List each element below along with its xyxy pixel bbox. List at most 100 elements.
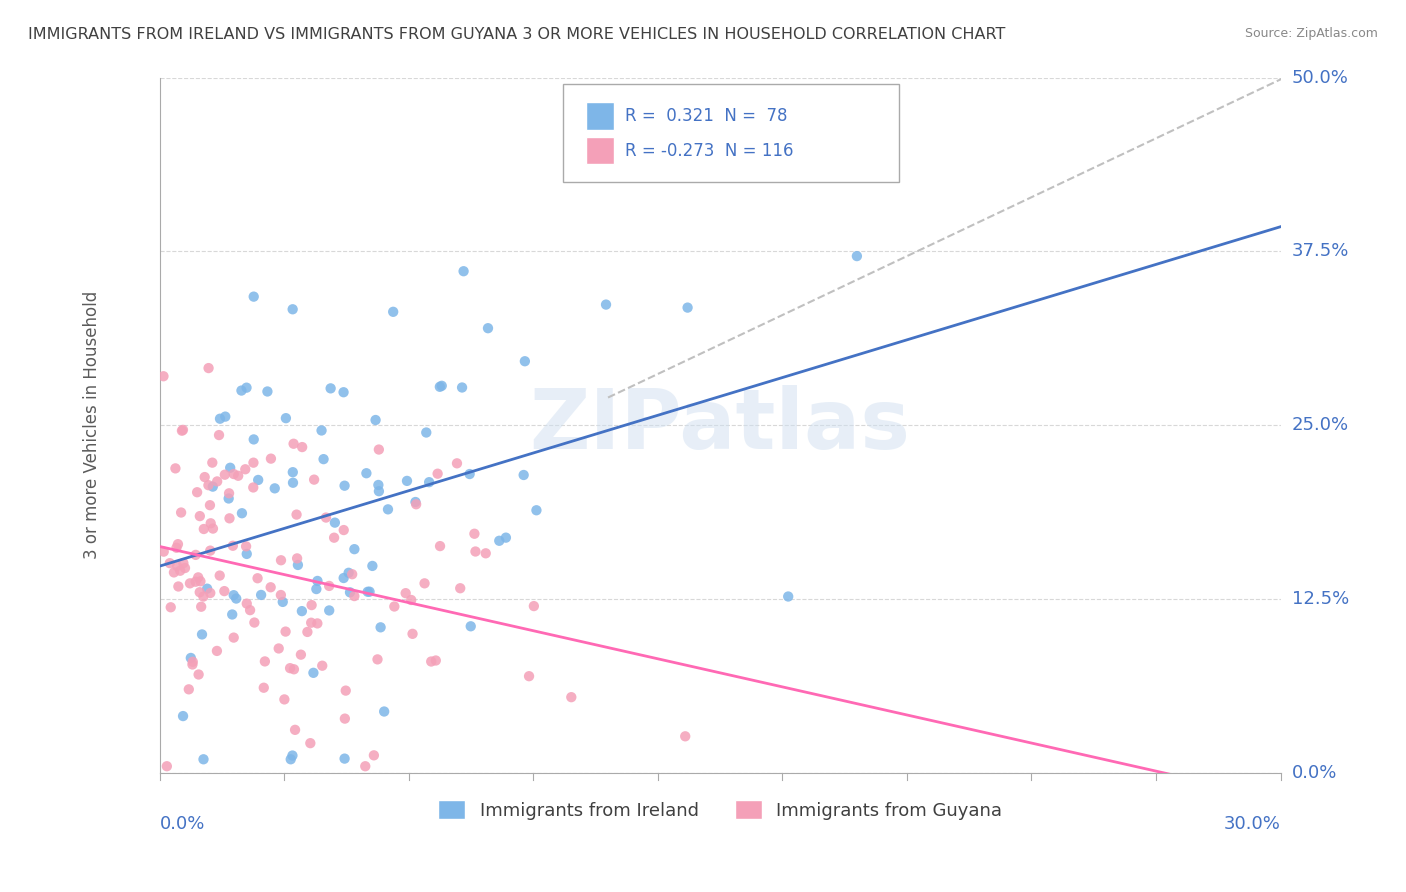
Point: [311, 658, 333, 673]
Point: [263, 481, 285, 495]
Point: [595, 297, 617, 311]
Text: 25.0%: 25.0%: [1292, 417, 1348, 434]
Point: [190, 599, 212, 614]
Point: [247, 473, 270, 487]
Point: [560, 690, 582, 705]
Point: [299, 736, 322, 750]
Point: [201, 456, 224, 470]
Text: 30.0%: 30.0%: [1223, 815, 1281, 833]
Point: [200, 543, 222, 558]
Point: [187, 570, 209, 584]
Point: [285, 508, 308, 522]
Point: [208, 568, 231, 582]
Point: [222, 539, 245, 553]
Point: [332, 385, 354, 400]
Point: [339, 585, 361, 599]
Point: [364, 413, 387, 427]
Point: [281, 465, 304, 479]
Point: [214, 409, 236, 424]
Point: [283, 436, 305, 450]
Point: [343, 542, 366, 557]
Point: [193, 522, 215, 536]
Bar: [586, 102, 613, 129]
Point: [273, 692, 295, 706]
Text: 0.0%: 0.0%: [160, 815, 205, 833]
Point: [201, 480, 224, 494]
Point: [166, 559, 188, 574]
Point: [205, 644, 228, 658]
Point: [333, 712, 356, 726]
Point: [236, 597, 259, 611]
Point: [354, 759, 377, 773]
Point: [233, 462, 256, 476]
Point: [246, 571, 269, 585]
Point: [208, 428, 231, 442]
Bar: [586, 136, 613, 164]
Point: [242, 290, 264, 304]
Point: [198, 498, 221, 512]
Point: [429, 380, 451, 394]
Point: [291, 440, 314, 454]
Point: [181, 655, 204, 669]
Point: [845, 249, 868, 263]
Point: [284, 723, 307, 737]
Point: [395, 586, 418, 600]
Point: [513, 354, 536, 368]
Point: [420, 655, 443, 669]
Point: [197, 478, 219, 492]
Point: [193, 752, 215, 766]
Text: R =  0.321  N =  78: R = 0.321 N = 78: [624, 107, 787, 125]
Point: [323, 531, 346, 545]
FancyBboxPatch shape: [564, 85, 900, 182]
Point: [340, 567, 363, 582]
Point: [231, 506, 253, 520]
Point: [281, 475, 304, 490]
Point: [190, 574, 212, 589]
Point: [221, 607, 243, 622]
Point: [274, 624, 297, 639]
Text: IMMIGRANTS FROM IRELAND VS IMMIGRANTS FROM GUYANA 3 OR MORE VEHICLES IN HOUSEHOL: IMMIGRANTS FROM IRELAND VS IMMIGRANTS FR…: [28, 27, 1005, 42]
Point: [373, 705, 395, 719]
Point: [425, 653, 447, 667]
Point: [413, 576, 436, 591]
Point: [242, 480, 264, 494]
Point: [382, 305, 405, 319]
Point: [332, 571, 354, 585]
Point: [404, 495, 426, 509]
Point: [287, 558, 309, 572]
Point: [242, 456, 264, 470]
Point: [205, 475, 228, 489]
Point: [253, 681, 276, 695]
Point: [191, 627, 214, 641]
Point: [256, 384, 278, 399]
Point: [197, 361, 219, 376]
Point: [167, 537, 190, 551]
Point: [274, 411, 297, 425]
Point: [270, 588, 292, 602]
Point: [253, 654, 276, 668]
Point: [267, 641, 290, 656]
Point: [363, 748, 385, 763]
Point: [446, 456, 468, 470]
Point: [152, 544, 174, 558]
Point: [170, 506, 193, 520]
Point: [193, 590, 215, 604]
Point: [778, 590, 800, 604]
Point: [200, 586, 222, 600]
Point: [377, 502, 399, 516]
Point: [307, 616, 329, 631]
Point: [367, 478, 389, 492]
Point: [523, 599, 546, 613]
Point: [201, 522, 224, 536]
Point: [449, 581, 471, 595]
Point: [195, 582, 218, 596]
Text: 37.5%: 37.5%: [1292, 243, 1350, 260]
Point: [333, 479, 356, 493]
Point: [319, 381, 342, 395]
Point: [405, 497, 427, 511]
Point: [429, 539, 451, 553]
Point: [401, 627, 423, 641]
Point: [359, 584, 381, 599]
Point: [343, 589, 366, 603]
Point: [370, 620, 392, 634]
